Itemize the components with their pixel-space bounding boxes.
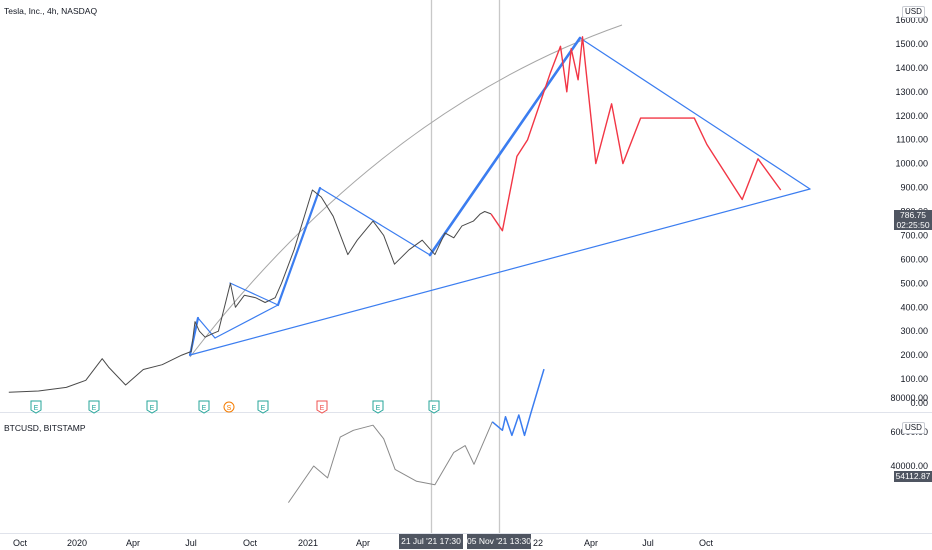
time-axis-tick: Jul (642, 538, 654, 548)
time-axis-tick: 2020 (67, 538, 87, 548)
earnings-marker: E (30, 400, 42, 414)
time-axis-tick: 2021 (298, 538, 318, 548)
event-marker-letter: E (261, 405, 266, 412)
time-axis-tick: Jul (185, 538, 197, 548)
event-marker-letter: S (227, 405, 232, 412)
time-axis-tick: Apr (584, 538, 598, 548)
split-marker: S (223, 401, 235, 413)
price-axis-tick: 1200.00 (895, 111, 928, 121)
earnings-marker-shield (372, 400, 384, 414)
time-axis-partial-tick: 22 (533, 538, 543, 548)
price-axis-tick: 700.00 (900, 230, 928, 240)
earnings-marker-shield (88, 400, 100, 414)
earnings-marker-shield (146, 400, 158, 414)
earnings-marker-shield (198, 400, 210, 414)
time-axis-tick: Oct (699, 538, 714, 548)
event-marker-letter: E (376, 405, 381, 412)
price-axis-tick: 600.00 (900, 254, 928, 264)
price-axis-tick: 1000.00 (895, 159, 928, 169)
arc-drawing (189, 24, 623, 358)
btc-price-tag: 54112.87 (894, 471, 932, 482)
flag-1-lower (197, 317, 216, 339)
event-marker-letter: E (34, 405, 39, 412)
earnings-marker: E (316, 400, 328, 414)
main-legend: Tesla, Inc., 4h, NASDAQ (4, 6, 98, 16)
price-axis-tick: 200.00 (900, 350, 928, 360)
price-axis-tick: 500.00 (900, 278, 928, 288)
btc-axis-tick: 40000.00 (890, 461, 928, 471)
main-currency-badge[interactable]: USD (902, 6, 925, 18)
event-marker-letter: E (432, 405, 437, 412)
price-axis-tick: 1400.00 (895, 63, 928, 73)
split-marker-circle (223, 401, 235, 413)
price-axis-tick: 0.00 (910, 398, 928, 408)
impulse-leg-2 (276, 186, 322, 307)
red-projection-line (490, 36, 782, 232)
crosshair-time-label-1: 21 Jul '21 17:30 (399, 534, 463, 549)
event-marker-letter: E (320, 405, 325, 412)
earnings-marker: E (146, 400, 158, 414)
btc-legend: BTCUSD, BITSTAMP (4, 423, 86, 433)
earnings-marker: E (372, 400, 384, 414)
btc-currency-badge[interactable]: USD (902, 422, 925, 434)
earnings-marker: E (257, 400, 269, 414)
flag-2-upper (229, 282, 279, 306)
time-axis-tick: Apr (356, 538, 370, 548)
earnings-marker-shield (316, 400, 328, 414)
price-axis-tick: 1600.00 (895, 15, 928, 25)
flag-1-channel (214, 304, 279, 339)
earnings-marker: E (428, 400, 440, 414)
btc-price-line (287, 421, 493, 503)
bar-countdown: 02:25:50 (896, 220, 930, 230)
btc-axis-tick: 80000.00 (890, 393, 928, 403)
last-price-value: 786.75 (900, 210, 926, 220)
event-marker-letter: E (202, 405, 207, 412)
price-axis-tick: 400.00 (900, 302, 928, 312)
earnings-marker-shield (257, 400, 269, 414)
impulse-leg-3 (428, 36, 582, 257)
tsla-price-line (8, 189, 492, 393)
event-marker-letter: E (150, 405, 155, 412)
price-axis-tick: 1100.00 (896, 135, 928, 145)
time-axis-tick: Oct (243, 538, 258, 548)
time-axis-tick: Oct (13, 538, 28, 548)
earnings-marker-shield (30, 400, 42, 414)
support-trendline (189, 188, 811, 356)
flag-3-upper (319, 187, 431, 256)
resistance-trendline (579, 37, 811, 190)
last-price-tag: 786.75 02:25:50 (894, 210, 932, 230)
price-axis-tick: 1500.00 (895, 39, 928, 49)
btc-projection-line (491, 368, 545, 437)
crosshair-time-label-2: 05 Nov '21 13:30 (467, 534, 531, 549)
time-axis-tick: Apr (126, 538, 140, 548)
price-axis-tick: 300.00 (900, 326, 928, 336)
price-axis-tick: 100.00 (900, 374, 928, 384)
earnings-marker: E (198, 400, 210, 414)
event-marker-letter: E (92, 405, 97, 412)
price-axis-tick: 900.00 (900, 183, 928, 193)
price-axis-tick: 1300.00 (895, 87, 928, 97)
earnings-marker: E (88, 400, 100, 414)
earnings-marker-shield (428, 400, 440, 414)
